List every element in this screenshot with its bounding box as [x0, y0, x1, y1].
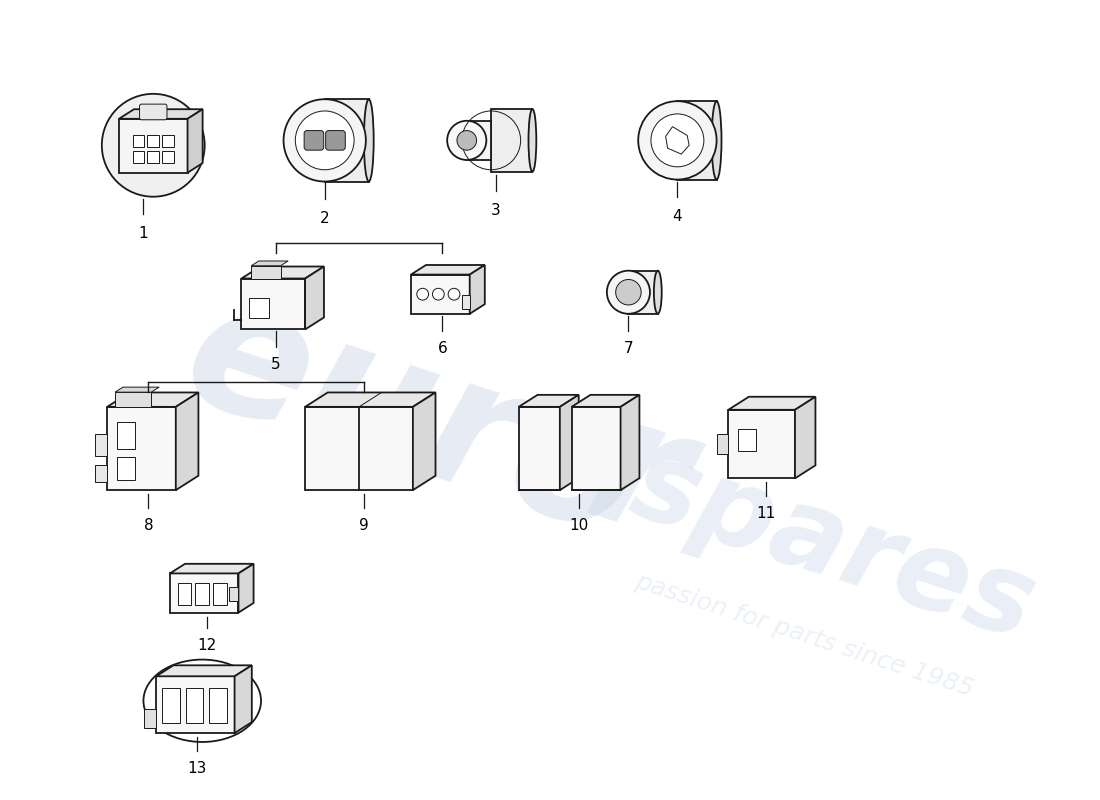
Ellipse shape [364, 99, 374, 182]
Polygon shape [187, 110, 202, 173]
Polygon shape [116, 392, 152, 407]
Text: 5: 5 [271, 357, 281, 372]
Polygon shape [572, 395, 639, 407]
Polygon shape [728, 397, 815, 410]
Circle shape [432, 288, 444, 300]
Bar [186, 688, 204, 723]
Ellipse shape [528, 109, 537, 172]
Bar [178, 583, 191, 605]
Circle shape [417, 288, 429, 300]
Text: 11: 11 [756, 506, 775, 521]
Text: 1: 1 [139, 226, 148, 241]
Bar [162, 688, 179, 723]
Polygon shape [411, 274, 470, 314]
Polygon shape [560, 395, 579, 490]
Bar [162, 135, 174, 147]
Polygon shape [119, 119, 187, 173]
Text: 13: 13 [188, 761, 207, 775]
Polygon shape [234, 666, 252, 733]
Polygon shape [519, 407, 560, 490]
FancyBboxPatch shape [140, 104, 167, 120]
Text: 10: 10 [570, 518, 590, 533]
Bar [144, 709, 156, 728]
Bar [196, 583, 209, 605]
Polygon shape [107, 407, 176, 490]
Circle shape [638, 101, 716, 179]
Polygon shape [728, 410, 795, 478]
Text: 2: 2 [320, 211, 330, 226]
Polygon shape [519, 395, 579, 407]
Bar [162, 151, 174, 163]
Polygon shape [251, 261, 288, 266]
Polygon shape [305, 266, 324, 330]
Bar [229, 587, 239, 601]
Text: r: r [569, 381, 707, 576]
Circle shape [456, 130, 476, 150]
Polygon shape [107, 393, 198, 407]
Polygon shape [305, 407, 412, 490]
Bar [628, 270, 658, 314]
Polygon shape [305, 393, 436, 407]
Bar [209, 688, 227, 723]
Polygon shape [470, 265, 485, 314]
Polygon shape [412, 393, 436, 490]
FancyBboxPatch shape [304, 130, 323, 150]
Polygon shape [620, 395, 639, 490]
Circle shape [284, 99, 366, 182]
Polygon shape [169, 564, 254, 574]
Bar [462, 295, 470, 309]
Bar [147, 151, 160, 163]
Polygon shape [411, 265, 485, 274]
Polygon shape [176, 393, 198, 490]
Polygon shape [169, 574, 239, 613]
Text: euro: euro [165, 264, 661, 575]
Bar [738, 430, 756, 451]
Bar [133, 135, 144, 147]
Circle shape [651, 114, 704, 167]
Ellipse shape [102, 94, 205, 197]
Polygon shape [241, 266, 324, 278]
Polygon shape [116, 387, 160, 392]
Text: spares: spares [619, 432, 1049, 662]
Text: 9: 9 [359, 518, 369, 533]
Circle shape [616, 279, 641, 305]
Text: 8: 8 [143, 518, 153, 533]
Bar [716, 434, 728, 454]
FancyBboxPatch shape [326, 130, 345, 150]
Bar [250, 298, 268, 318]
Polygon shape [239, 564, 254, 613]
Circle shape [448, 288, 460, 300]
Bar [466, 121, 492, 160]
Polygon shape [156, 676, 234, 733]
Bar [147, 135, 160, 147]
Text: 3: 3 [492, 203, 500, 218]
Text: 12: 12 [198, 638, 217, 653]
Bar [492, 109, 532, 172]
Polygon shape [119, 110, 202, 119]
Circle shape [448, 121, 486, 160]
Ellipse shape [653, 270, 662, 314]
Bar [117, 457, 134, 480]
Polygon shape [795, 397, 815, 478]
Text: 6: 6 [438, 342, 447, 356]
Polygon shape [251, 266, 280, 278]
Text: 7: 7 [624, 342, 634, 356]
Polygon shape [572, 407, 620, 490]
Ellipse shape [712, 101, 722, 179]
Bar [678, 101, 716, 179]
Bar [213, 583, 227, 605]
Polygon shape [156, 666, 252, 676]
Text: passion for parts since 1985: passion for parts since 1985 [632, 569, 977, 702]
Circle shape [295, 111, 354, 170]
Bar [133, 151, 144, 163]
Bar [117, 422, 134, 449]
Bar [96, 465, 107, 482]
Polygon shape [241, 278, 305, 330]
Circle shape [607, 270, 650, 314]
Text: 4: 4 [672, 209, 682, 224]
Bar [96, 434, 107, 456]
Bar [324, 99, 369, 182]
